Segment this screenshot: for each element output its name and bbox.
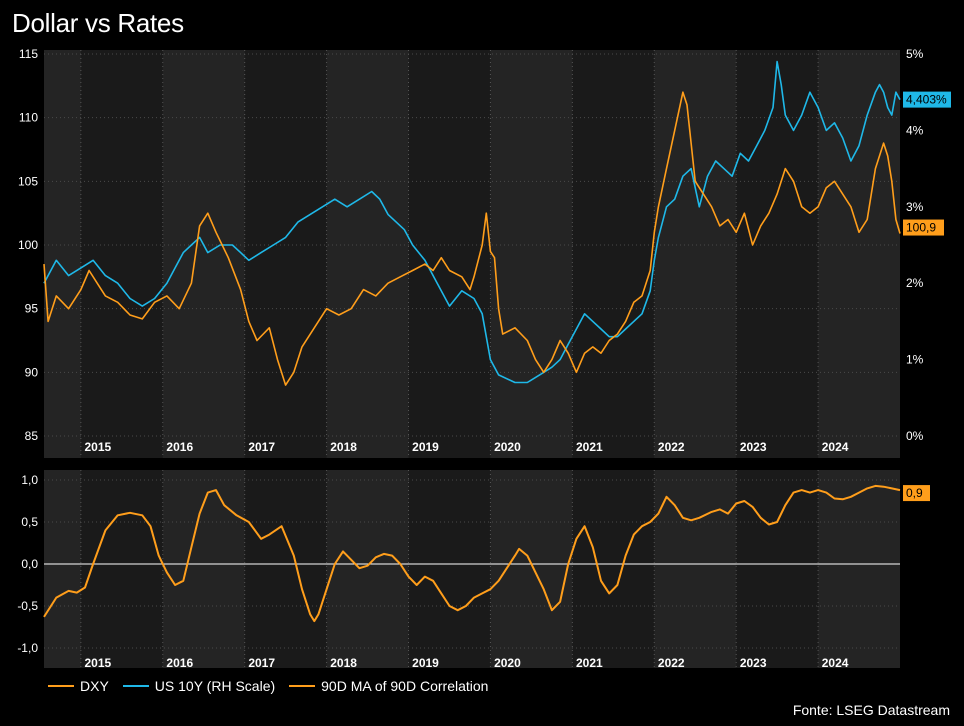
main-year-label: 2022 bbox=[658, 440, 685, 454]
legend-swatch-correlation bbox=[289, 685, 316, 687]
legend-swatch-us10y bbox=[122, 685, 149, 687]
legend-item-us10y: US 10Y (RH Scale) bbox=[122, 678, 276, 694]
legend: DXY US 10Y (RH Scale) 90D MA of 90D Corr… bbox=[48, 678, 488, 694]
legend-label-dxy: DXY bbox=[80, 678, 109, 694]
chart-title: Dollar vs Rates bbox=[12, 8, 184, 38]
right-axis-tick-label: 5% bbox=[906, 47, 924, 61]
corr-axis-tick-label: -0,5 bbox=[17, 599, 38, 613]
main-year-label: 2019 bbox=[412, 440, 439, 454]
main-year-label: 2018 bbox=[330, 440, 357, 454]
main-year-label: 2015 bbox=[85, 440, 112, 454]
left-axis-tick-label: 90 bbox=[25, 365, 39, 379]
corr-axis-tick-label: 0,5 bbox=[21, 515, 38, 529]
corr-year-label: 2018 bbox=[330, 656, 357, 670]
main-band bbox=[490, 50, 573, 458]
left-axis-tick-label: 110 bbox=[19, 111, 38, 125]
main-year-label: 2024 bbox=[822, 440, 849, 454]
left-axis-tick-label: 95 bbox=[25, 302, 39, 316]
left-axis-tick-label: 85 bbox=[25, 429, 39, 443]
source-note: Fonte: LSEG Datastream bbox=[792, 702, 950, 718]
right-axis-tick-label: 3% bbox=[906, 200, 924, 214]
main-year-label: 2020 bbox=[494, 440, 521, 454]
corr-year-label: 2017 bbox=[248, 656, 275, 670]
main-year-label: 2021 bbox=[576, 440, 603, 454]
right-axis-tick-label: 2% bbox=[906, 276, 924, 290]
legend-item-correlation: 90D MA of 90D Correlation bbox=[289, 678, 488, 694]
left-axis-tick-label: 105 bbox=[18, 174, 38, 188]
main-band bbox=[326, 50, 409, 458]
us10y-last-value-label-bg bbox=[903, 91, 951, 108]
correlation-line bbox=[43, 484, 901, 623]
main-year-label: 2023 bbox=[740, 440, 767, 454]
dxy-last-value-label-bg bbox=[903, 219, 944, 236]
legend-label-correlation: 90D MA of 90D Correlation bbox=[321, 678, 489, 694]
corr-axis-tick-label: -1,0 bbox=[17, 641, 38, 655]
legend-swatch-dxy bbox=[48, 685, 74, 687]
main-band bbox=[162, 50, 245, 458]
main-year-label: 2017 bbox=[248, 440, 275, 454]
main-band bbox=[44, 50, 81, 458]
corr-band bbox=[162, 470, 245, 668]
corr-year-label: 2019 bbox=[412, 656, 439, 670]
correlation-last-value-label-bg bbox=[903, 485, 930, 502]
main-year-label: 2016 bbox=[166, 440, 193, 454]
corr-band bbox=[654, 470, 737, 668]
dxy-last-value-label: 100,9 bbox=[906, 221, 936, 235]
corr-year-label: 2023 bbox=[740, 656, 767, 670]
corr-year-label: 2016 bbox=[166, 656, 193, 670]
legend-label-us10y: US 10Y (RH Scale) bbox=[154, 678, 276, 694]
us10y-last-value-label: 4,403% bbox=[906, 93, 947, 107]
corr-year-label: 2024 bbox=[822, 656, 849, 670]
corr-year-label: 2015 bbox=[85, 656, 112, 670]
corr-band bbox=[818, 470, 900, 668]
corr-axis-tick-label: 0,0 bbox=[21, 557, 38, 571]
main-band bbox=[818, 50, 900, 458]
corr-band bbox=[490, 470, 573, 668]
left-axis-tick-label: 115 bbox=[19, 47, 38, 61]
corr-axis-tick-label: 1,0 bbox=[21, 473, 38, 487]
legend-item-dxy: DXY bbox=[48, 678, 109, 694]
right-axis-tick-label: 1% bbox=[906, 353, 924, 367]
right-axis-tick-label: 4% bbox=[906, 123, 924, 137]
corr-year-label: 2020 bbox=[494, 656, 521, 670]
corr-year-label: 2021 bbox=[576, 656, 603, 670]
corr-band bbox=[44, 470, 81, 668]
us10y-line bbox=[43, 60, 901, 384]
main-band bbox=[654, 50, 737, 458]
correlation-last-value-label: 0,9 bbox=[906, 486, 923, 500]
left-axis-tick-label: 100 bbox=[18, 238, 38, 252]
corr-year-label: 2022 bbox=[658, 656, 685, 670]
right-axis-tick-label: 0% bbox=[906, 429, 924, 443]
dxy-line bbox=[43, 91, 901, 386]
corr-band bbox=[326, 470, 409, 668]
